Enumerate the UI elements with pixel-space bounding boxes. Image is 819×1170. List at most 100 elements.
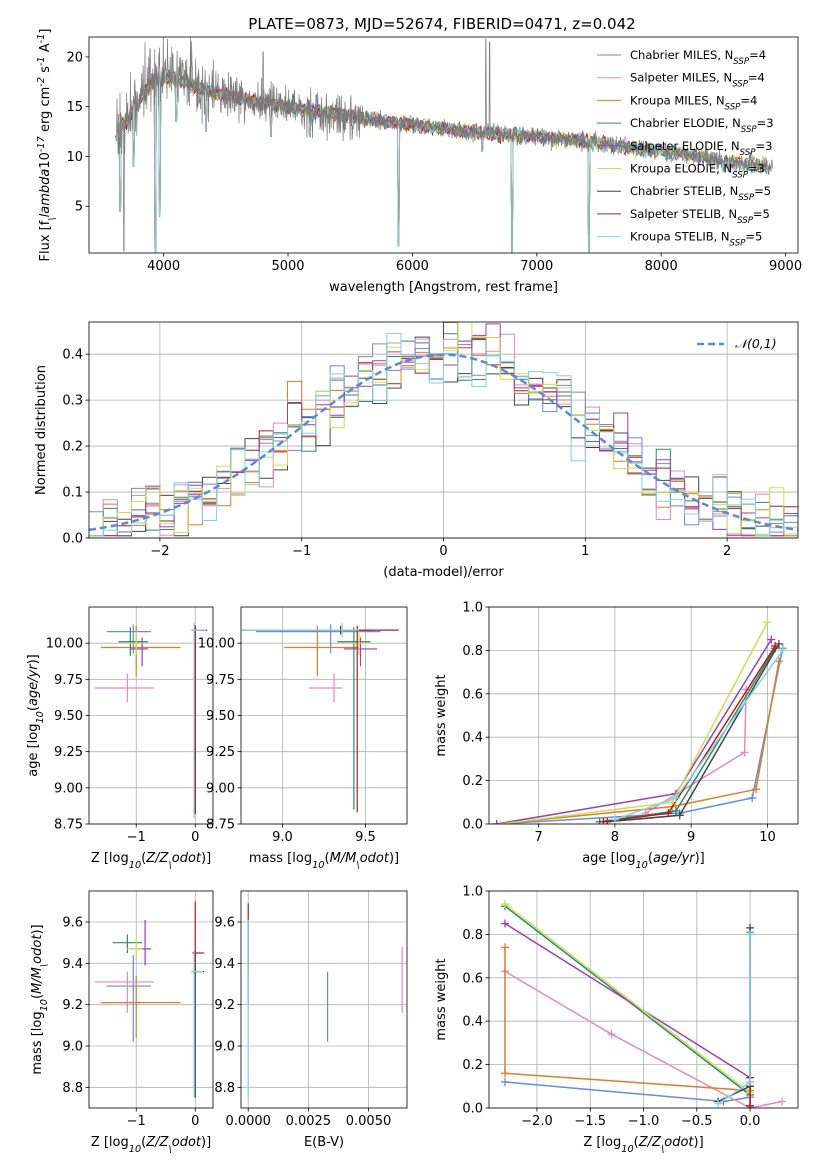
tick-label-y: 0.8 (462, 928, 483, 943)
weight-marker-3 (671, 806, 680, 815)
tick-label-x: −1 (127, 830, 146, 845)
weight-marker-0 (748, 793, 757, 802)
tick-label-y: 9.0 (214, 1040, 235, 1055)
weight-marker-7 (746, 1101, 755, 1108)
tick-label-y: 1.0 (462, 601, 483, 616)
axis-label-y: mass weight (434, 674, 449, 756)
panel-spectrum: 4000 5000 6000 7000 8000 9000 5 10 15 20 wavelengt… (36, 29, 803, 295)
tick-label-y: 0.4 (62, 348, 83, 363)
tick-label-x: 9000 (769, 259, 802, 274)
weight-line-3 (599, 647, 776, 823)
tick-label-y: 8.8 (62, 1081, 83, 1096)
tick-label-y: 10.00 (46, 637, 83, 652)
weight-marker-5 (496, 820, 505, 824)
tick-label-x: 0 (191, 830, 199, 845)
tick-label-y: 9.0 (62, 1040, 83, 1055)
legend-label-5: Kroupa ELODIE, NSSP=3 (630, 162, 765, 181)
tick-label-x: 0.0050 (346, 1114, 392, 1129)
weight-line-4 (504, 922, 751, 1079)
tick-label-x: 0 (191, 1114, 199, 1129)
hist-8 (89, 332, 798, 537)
weight-marker-8 (746, 930, 755, 939)
weight-marker-8 (610, 815, 619, 824)
weight-marker-7 (664, 809, 673, 818)
legend-label-7: Salpeter STELIB, NSSP=5 (630, 207, 770, 226)
weight-marker-2 (500, 1069, 509, 1078)
weight-marker-7 (771, 642, 780, 651)
hist-1 (89, 333, 798, 537)
tick-label-y: 9.4 (214, 957, 235, 972)
axis-label-y: age [log10(age/yr)] (26, 654, 46, 777)
tick-label-y: 9.6 (214, 916, 235, 931)
plot-area (241, 622, 399, 813)
observed-spectrum (114, 37, 774, 252)
weight-marker-5 (500, 900, 509, 909)
tick-label-x: 0.0025 (286, 1114, 332, 1129)
weight-line-4 (496, 639, 772, 824)
tick-label-y: 9.00 (54, 781, 83, 796)
weight-marker-8 (746, 1077, 755, 1086)
tick-label-x: −1.5 (574, 1114, 606, 1129)
axis-label-x: wavelength [Angstrom, rest frame] (329, 280, 558, 295)
tick-label-y: 10.00 (198, 637, 235, 652)
tick-label-x: 9.5 (355, 830, 376, 845)
axes-frame (88, 36, 799, 254)
panel-weight-vs-Z: −2.0 −1.5 −1.0 −0.5 0.0 0.0 0.2 0.4 0.6 0.8 1.0 Z [… (434, 885, 799, 1155)
weight-marker-1 (607, 1030, 616, 1039)
normal-reference-curve (89, 353, 798, 532)
weight-marker-1 (740, 748, 749, 757)
tick-label-x: −1 (292, 544, 311, 559)
tick-label-y: 0.4 (462, 731, 483, 746)
plot-area (247, 903, 403, 1098)
axis-label-x: Z [log10(Z/Z\odot)] (91, 1135, 211, 1155)
tick-label-x: 8000 (645, 259, 678, 274)
tick-label-y: 0.6 (462, 687, 483, 702)
tick-label-y: 20 (66, 50, 83, 65)
tick-label-x: 8 (611, 830, 619, 845)
axes-frame (240, 890, 408, 1109)
tick-label-y: 0.2 (462, 774, 483, 789)
tick-label-x: 9 (687, 830, 695, 845)
legend-label-2: Kroupa MILES, NSSP=4 (630, 93, 757, 112)
axes-frame (88, 890, 214, 1109)
weight-line-2 (496, 661, 780, 824)
weight-line-7 (603, 645, 776, 823)
tick-label-y: 8.75 (54, 818, 83, 833)
weight-marker-7 (599, 817, 608, 824)
panel-age-vs-mass: 9.0 9.5 8.75 9.00 9.25 9.50 9.75 10.00 mass [log… (198, 606, 408, 871)
tick-label-x: 7000 (520, 259, 553, 274)
tick-label-x: −1.0 (628, 1114, 660, 1129)
weight-marker-2 (752, 785, 761, 794)
weight-line-5 (500, 621, 769, 824)
tick-label-y: 0.2 (62, 440, 83, 455)
tick-label-x: −2.0 (521, 1114, 553, 1129)
tick-label-x: 0.0000 (225, 1114, 271, 1129)
weight-line-2 (504, 947, 751, 1108)
legend-label-0: Chabrier MILES, NSSP=4 (630, 48, 766, 67)
tick-label-y: 9.75 (206, 673, 235, 688)
axis-label-x: Z [log10(Z/Z\odot)] (583, 1135, 703, 1155)
axis-label-y: mass weight (434, 958, 449, 1040)
axes-frame (488, 606, 799, 825)
weight-marker-4 (767, 635, 776, 644)
tick-label-y: 9.00 (206, 781, 235, 796)
weight-marker-4 (492, 820, 501, 824)
tick-label-y: 0.6 (462, 971, 483, 986)
panel-mass-vs-Z: −1 0 8.8 9.0 9.2 9.4 9.6 Z [log10(Z/Z\odot)] mas… (30, 890, 214, 1155)
axis-label-x: age [log10(age/yr)] (582, 851, 705, 871)
legend-label-8: Kroupa STELIB, NSSP=5 (630, 230, 762, 249)
tick-label-y: 9.50 (206, 709, 235, 724)
tick-label-x: −0.5 (681, 1114, 713, 1129)
tick-label-x: 2 (723, 544, 731, 559)
tick-label-y: 9.25 (206, 745, 235, 760)
tick-label-y: 0.0 (62, 532, 83, 547)
tick-label-x: 0 (439, 544, 447, 559)
tick-label-y: 0.4 (462, 1015, 483, 1030)
tick-label-x: 0.0 (740, 1114, 761, 1129)
tick-label-y: 9.2 (62, 998, 83, 1013)
weight-marker-5 (763, 618, 772, 627)
weight-line-1 (504, 970, 783, 1108)
tick-label-y: 0.0 (462, 818, 483, 833)
tick-label-y: 9.6 (62, 916, 83, 931)
